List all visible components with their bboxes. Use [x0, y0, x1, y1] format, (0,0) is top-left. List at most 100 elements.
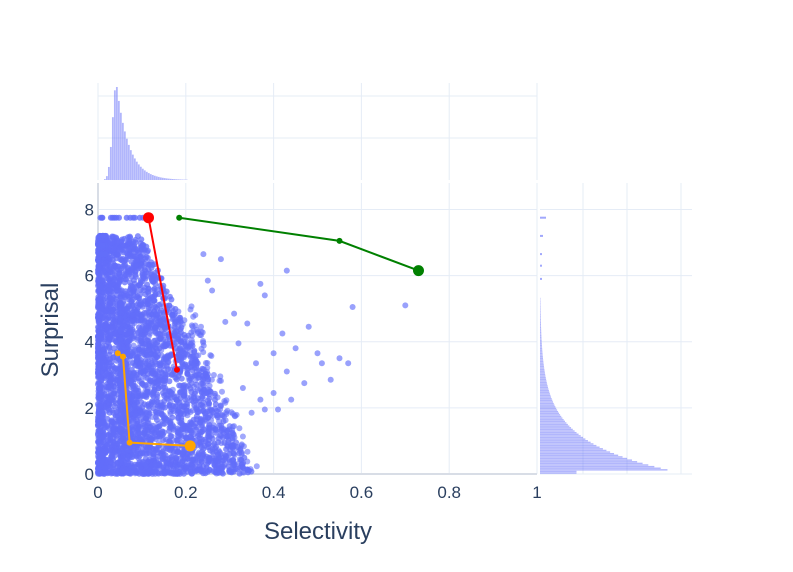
data-point: [208, 417, 214, 423]
y-tick-label: 0: [85, 465, 94, 484]
data-point: [188, 307, 194, 313]
data-point: [100, 415, 106, 421]
data-point: [147, 331, 153, 337]
data-point: [154, 381, 160, 387]
data-point: [176, 429, 182, 435]
right-hist-bar: [540, 377, 546, 378]
data-point: [121, 306, 127, 312]
data-point: [102, 469, 108, 475]
x-tick-label: 0.6: [350, 483, 374, 502]
data-point: [102, 251, 108, 257]
y-tick-label: 6: [85, 267, 94, 286]
series-line: [179, 218, 418, 271]
data-point: [183, 384, 189, 390]
data-point: [177, 419, 183, 425]
data-point: [198, 324, 204, 330]
right-hist-bar: [540, 392, 549, 393]
data-point: [95, 334, 101, 340]
data-point: [134, 356, 140, 362]
data-point: [219, 389, 225, 395]
data-point: [186, 408, 192, 414]
data-point: [177, 318, 183, 324]
data-point: [138, 277, 144, 283]
data-point: [257, 281, 263, 287]
data-point: [143, 323, 149, 329]
top-hist-bar: [148, 173, 150, 180]
right-hist-bar: [540, 442, 591, 443]
data-point: [95, 288, 101, 294]
top-hist-bar: [112, 117, 114, 180]
right-hist-bar: [540, 443, 593, 444]
top-hist-bar: [134, 158, 136, 180]
data-point: [184, 370, 190, 376]
data-point: [139, 262, 145, 268]
data-point: [198, 405, 204, 411]
top-hist-bar: [110, 147, 112, 180]
data-point: [99, 215, 105, 221]
data-point: [96, 351, 102, 357]
top-hist-bar: [140, 167, 142, 180]
data-point: [96, 277, 102, 283]
data-point: [117, 365, 123, 371]
data-point: [108, 303, 114, 309]
top-hist-bar: [126, 139, 128, 180]
data-point: [345, 360, 351, 366]
data-point: [257, 397, 263, 403]
data-point: [165, 417, 171, 423]
data-point: [186, 375, 192, 381]
data-point: [301, 380, 307, 386]
right-hist-bar: [540, 235, 543, 237]
data-point: [133, 237, 139, 243]
right-hist-bar: [540, 464, 648, 465]
data-point: [108, 309, 114, 315]
data-point: [99, 391, 105, 397]
right-hist-bar: [540, 390, 549, 391]
data-point: [127, 348, 133, 354]
data-point: [209, 377, 215, 383]
right-hist-bar: [540, 356, 543, 357]
top-hist-bar: [106, 176, 108, 180]
right-hist-bar: [540, 422, 566, 423]
data-point: [140, 242, 146, 248]
data-point: [166, 378, 172, 384]
data-point: [219, 427, 225, 433]
top-hist-bar: [136, 162, 138, 180]
data-point: [210, 442, 216, 448]
data-point: [240, 385, 246, 391]
right-hist-bar: [540, 406, 555, 407]
right-hist-bar: [540, 358, 543, 359]
right-hist-bar: [540, 319, 541, 320]
data-point: [114, 266, 120, 272]
data-point: [107, 396, 113, 402]
data-point: [218, 403, 224, 409]
top-hist-bar: [164, 178, 166, 180]
right-hist-bar: [540, 369, 544, 370]
data-point: [111, 442, 117, 448]
data-point: [328, 377, 334, 383]
data-point: [350, 304, 356, 310]
top-hist-bar: [130, 150, 132, 180]
data-point: [116, 276, 122, 282]
data-point: [177, 353, 183, 359]
data-point: [216, 409, 222, 415]
data-point: [96, 298, 102, 304]
right-hist-bar: [540, 353, 543, 354]
top-hist-bar: [170, 179, 172, 180]
data-point: [176, 406, 182, 412]
data-point: [110, 294, 116, 300]
data-point: [137, 282, 143, 288]
data-point: [96, 466, 102, 472]
data-point: [140, 334, 146, 340]
data-point: [95, 304, 101, 310]
data-point: [144, 342, 150, 348]
data-point: [157, 335, 163, 341]
right-hist-bar: [540, 348, 542, 349]
top-hist-bar: [104, 179, 106, 180]
data-point: [124, 215, 130, 221]
top-hist-bar: [118, 101, 120, 180]
data-point: [110, 429, 116, 435]
data-point: [145, 414, 151, 420]
right-hist-bar: [540, 309, 541, 310]
data-point: [142, 271, 148, 277]
